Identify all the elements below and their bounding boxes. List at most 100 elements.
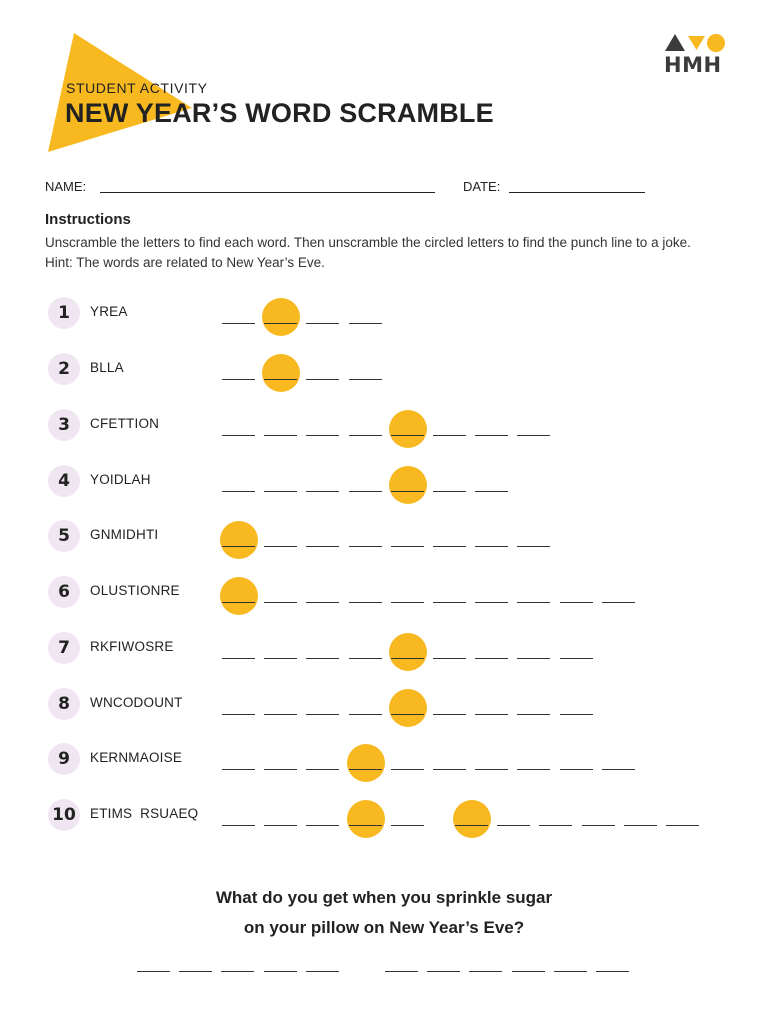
letter-blank[interactable] — [306, 825, 340, 826]
answer-letter-blank[interactable] — [596, 971, 629, 972]
letter-blank[interactable] — [497, 825, 531, 826]
puzzle-number-badge: 5 — [48, 520, 80, 552]
letter-blank[interactable] — [264, 602, 298, 603]
letter-blank[interactable] — [475, 435, 509, 436]
letter-blank[interactable] — [306, 602, 340, 603]
letter-blank[interactable] — [222, 379, 255, 380]
letter-blank[interactable] — [581, 825, 615, 826]
answer-letter-blank[interactable] — [385, 971, 418, 972]
yellow-triangle-decoration — [48, 33, 192, 152]
letter-blank[interactable] — [539, 825, 573, 826]
circled-letter-blank[interactable] — [390, 491, 424, 492]
letter-blank[interactable] — [222, 714, 255, 715]
letter-blank[interactable] — [517, 714, 551, 715]
circled-letter-marker — [388, 410, 427, 448]
letter-blank[interactable] — [306, 491, 340, 492]
letter-blank[interactable] — [517, 769, 551, 770]
circled-letter-blank[interactable] — [348, 825, 382, 826]
scrambled-word: OLUSTIONRE — [90, 583, 180, 598]
letter-blank[interactable] — [390, 825, 424, 826]
letter-blank[interactable] — [264, 546, 298, 547]
circled-letter-blank[interactable] — [390, 435, 424, 436]
letter-blank[interactable] — [264, 435, 298, 436]
letter-blank[interactable] — [348, 658, 382, 659]
answer-letter-blank[interactable] — [305, 971, 339, 972]
letter-blank[interactable] — [475, 714, 509, 715]
letter-blank[interactable] — [433, 658, 466, 659]
letter-blank[interactable] — [390, 546, 424, 547]
answer-letter-blank[interactable] — [179, 971, 213, 972]
letter-blank[interactable] — [517, 658, 551, 659]
letter-blank[interactable] — [306, 546, 340, 547]
circled-letter-blank[interactable] — [264, 323, 298, 324]
letter-blank[interactable] — [222, 323, 255, 324]
letter-blank[interactable] — [222, 435, 255, 436]
letter-blank[interactable] — [559, 602, 593, 603]
letter-blank[interactable] — [433, 435, 466, 436]
answer-letter-blank[interactable] — [221, 971, 255, 972]
answer-letter-blank[interactable] — [511, 971, 545, 972]
letter-blank[interactable] — [222, 769, 255, 770]
letter-blank[interactable] — [306, 769, 340, 770]
letter-blank[interactable] — [517, 435, 551, 436]
letter-blank[interactable] — [306, 435, 340, 436]
circled-letter-blank[interactable] — [390, 714, 424, 715]
answer-letter-blank[interactable] — [427, 971, 461, 972]
letter-blank[interactable] — [475, 546, 509, 547]
letter-blank[interactable] — [601, 769, 635, 770]
circled-letter-blank[interactable] — [264, 379, 298, 380]
letter-blank[interactable] — [433, 714, 466, 715]
letter-blank[interactable] — [264, 658, 298, 659]
answer-letter-blank[interactable] — [553, 971, 587, 972]
circled-letter-blank[interactable] — [222, 546, 255, 547]
answer-letter-blank[interactable] — [469, 971, 503, 972]
letter-blank[interactable] — [264, 825, 298, 826]
letter-blank[interactable] — [475, 602, 509, 603]
letter-blank[interactable] — [433, 546, 466, 547]
letter-blank[interactable] — [348, 379, 382, 380]
letter-blank[interactable] — [475, 769, 509, 770]
circled-letter-marker — [220, 521, 258, 559]
letter-blank[interactable] — [390, 602, 424, 603]
letter-blank[interactable] — [306, 658, 340, 659]
letter-blank[interactable] — [348, 602, 382, 603]
letter-blank[interactable] — [348, 435, 382, 436]
letter-blank[interactable] — [264, 769, 298, 770]
letter-blank[interactable] — [348, 714, 382, 715]
letter-blank[interactable] — [264, 714, 298, 715]
letter-blank[interactable] — [433, 769, 466, 770]
letter-blank[interactable] — [348, 491, 382, 492]
letter-blank[interactable] — [348, 546, 382, 547]
answer-letter-blank[interactable] — [263, 971, 297, 972]
letter-blank[interactable] — [475, 491, 509, 492]
circled-letter-blank[interactable] — [348, 769, 382, 770]
letter-blank[interactable] — [517, 546, 551, 547]
letter-blank[interactable] — [306, 379, 340, 380]
circled-letter-blank[interactable] — [222, 602, 255, 603]
circled-letter-blank[interactable] — [455, 825, 488, 826]
letter-blank[interactable] — [559, 769, 593, 770]
name-field[interactable] — [100, 192, 435, 193]
letter-blank[interactable] — [433, 491, 466, 492]
letter-blank[interactable] — [222, 491, 255, 492]
letter-blank[interactable] — [222, 658, 255, 659]
circled-letter-marker — [346, 800, 385, 838]
letter-blank[interactable] — [623, 825, 657, 826]
letter-blank[interactable] — [264, 491, 298, 492]
letter-blank[interactable] — [475, 658, 509, 659]
letter-blank[interactable] — [517, 602, 551, 603]
letter-blank[interactable] — [306, 714, 340, 715]
letter-blank[interactable] — [390, 769, 424, 770]
letter-blank[interactable] — [306, 323, 340, 324]
answer-letter-blank[interactable] — [137, 971, 170, 972]
letter-blank[interactable] — [601, 602, 635, 603]
letter-blank[interactable] — [666, 825, 699, 826]
letter-blank[interactable] — [222, 825, 255, 826]
circled-letter-blank[interactable] — [390, 658, 424, 659]
letter-blank[interactable] — [559, 658, 593, 659]
letter-blank[interactable] — [348, 323, 382, 324]
puzzle-row: 7 RKFIWOSRE — [0, 620, 768, 676]
letter-blank[interactable] — [433, 602, 466, 603]
date-field[interactable] — [509, 192, 645, 193]
letter-blank[interactable] — [559, 714, 593, 715]
